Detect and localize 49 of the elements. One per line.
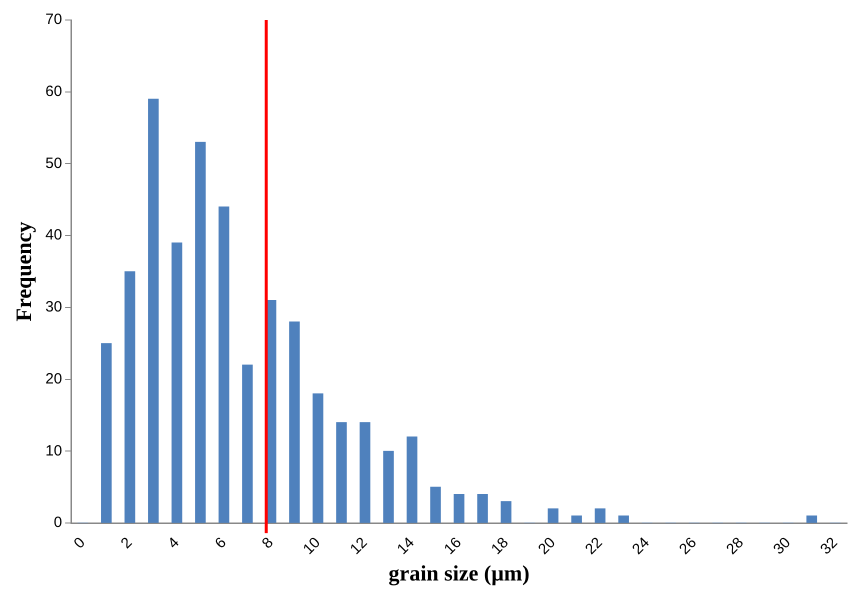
x-tick-label: 12 <box>346 534 371 558</box>
bar <box>336 422 347 523</box>
bar <box>148 98 159 523</box>
y-tick-label: 10 <box>45 442 62 460</box>
y-tick-label: 70 <box>45 11 62 28</box>
x-tick-label: 0 <box>70 534 89 552</box>
x-tick-label: 28 <box>723 534 747 558</box>
bar <box>218 206 230 523</box>
x-tick-label: 20 <box>535 534 559 558</box>
x-tick-label: 32 <box>817 534 841 558</box>
x-tick-label: 8 <box>258 534 277 552</box>
x-tick-label: 10 <box>300 534 324 558</box>
x-tick-label: 6 <box>212 534 230 552</box>
y-tick-label: 20 <box>45 370 62 388</box>
x-axis-title: grain size (µm) <box>388 560 530 586</box>
bar <box>172 242 182 523</box>
x-tick-label: 30 <box>770 534 794 558</box>
y-tick-label: 30 <box>45 298 62 316</box>
x-tick-label: 4 <box>164 534 183 552</box>
bar <box>571 516 582 523</box>
x-tick-label: 18 <box>488 534 512 558</box>
x-tick-label: 24 <box>629 534 653 558</box>
bar <box>195 142 206 523</box>
y-tick-label: 60 <box>45 83 62 100</box>
bar <box>454 494 464 523</box>
bar <box>383 450 394 523</box>
y-tick-label: 50 <box>45 154 62 172</box>
y-axis-title: Frequency <box>10 222 36 322</box>
x-tick-label: 16 <box>440 534 465 558</box>
bar <box>477 494 488 523</box>
y-tick-label: 40 <box>45 226 62 244</box>
bar <box>806 516 818 523</box>
bar <box>548 508 558 523</box>
bar <box>124 271 136 523</box>
bar <box>289 322 300 523</box>
bar <box>406 436 418 523</box>
x-tick-label: 2 <box>118 534 136 552</box>
x-tick-label: 26 <box>676 534 700 558</box>
x-tick-label: 22 <box>582 534 606 558</box>
bar <box>594 508 606 523</box>
bar <box>312 393 324 523</box>
bar <box>500 501 512 523</box>
x-tick-label: 14 <box>394 534 418 558</box>
bar <box>430 486 441 523</box>
bar <box>618 516 629 523</box>
bar <box>242 364 253 523</box>
bar <box>360 422 370 523</box>
bar <box>101 343 112 523</box>
y-tick-label: 0 <box>54 514 62 532</box>
